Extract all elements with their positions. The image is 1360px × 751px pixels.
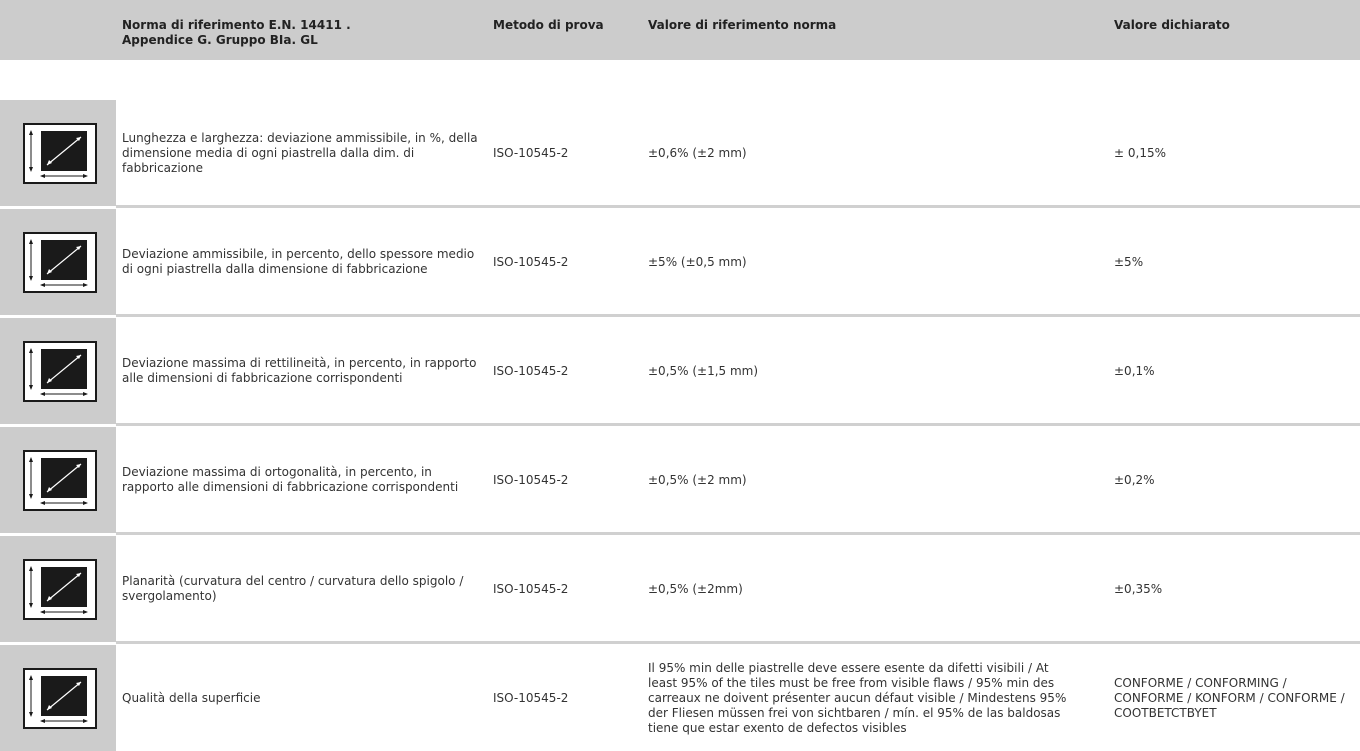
row-declared-value: ±0,2% [1114, 472, 1155, 487]
tile-dimension-icon [23, 232, 97, 293]
row-icon-cell [0, 536, 116, 642]
tile-dimension-icon [23, 450, 97, 511]
tile-dimension-icon [23, 559, 97, 620]
row-reference-value: Il 95% min delle piastrelle deve essere … [648, 660, 1067, 735]
row-declared-value: ±0,35% [1114, 581, 1163, 596]
row-reference-value: ±0,5% (±2 mm) [648, 472, 747, 487]
header-reference: Valore di riferimento norma [648, 18, 837, 32]
row-divider [116, 641, 1360, 644]
row-divider [116, 205, 1360, 208]
row-method: ISO-10545-2 [493, 472, 569, 487]
row-method: ISO-10545-2 [493, 690, 569, 705]
row-declared-value: ±0,1% [1114, 363, 1155, 378]
row-description: Planarità (curvatura del centro / curvat… [122, 574, 464, 603]
row-icon-cell [0, 427, 116, 533]
row-method: ISO-10545-2 [493, 254, 569, 269]
header-norm-line1: Norma di riferimento E.N. 14411 . [122, 18, 351, 32]
row-description: Deviazione massima di rettilineità, in p… [122, 356, 477, 385]
row-icon-cell [0, 318, 116, 424]
tile-dimension-icon [23, 668, 97, 729]
row-reference-value: ±0,5% (±1,5 mm) [648, 363, 759, 378]
row-method: ISO-10545-2 [493, 145, 569, 160]
row-icon-cell [0, 209, 116, 315]
header-norm: Norma di riferimento E.N. 14411 . Append… [122, 18, 482, 48]
row-reference-value: ±5% (±0,5 mm) [648, 254, 747, 269]
row-declared-value: ± 0,15% [1114, 145, 1166, 160]
row-icon-cell [0, 100, 116, 206]
table-header: Norma di riferimento E.N. 14411 . Append… [0, 0, 1360, 60]
row-method: ISO-10545-2 [493, 363, 569, 378]
table-row: Deviazione ammissibile, in percento, del… [0, 209, 1360, 317]
row-reference-value: ±0,5% (±2mm) [648, 581, 743, 596]
row-divider [116, 314, 1360, 317]
tile-dimension-icon [23, 341, 97, 402]
table-row: Planarità (curvatura del centro / curvat… [0, 536, 1360, 644]
table-row: Lunghezza e larghezza: deviazione ammiss… [0, 100, 1360, 208]
row-description: Deviazione ammissibile, in percento, del… [122, 247, 475, 276]
row-method: ISO-10545-2 [493, 581, 569, 596]
header-method: Metodo di prova [493, 18, 604, 32]
row-description: Deviazione massima di ortogonalità, in p… [122, 465, 459, 494]
row-description: Lunghezza e larghezza: deviazione ammiss… [122, 130, 478, 175]
row-divider [116, 423, 1360, 426]
header-norm-line2: Appendice G. Gruppo BIa. GL [122, 33, 318, 47]
tile-dimension-icon [23, 123, 97, 184]
row-icon-cell [0, 645, 116, 751]
table-row: Deviazione massima di rettilineità, in p… [0, 318, 1360, 426]
row-divider [116, 532, 1360, 535]
row-declared-value: ±5% [1114, 254, 1144, 269]
row-declared-value: CONFORME / CONFORMING / CONFORME / KONFO… [1114, 675, 1345, 720]
table-row: Deviazione massima di ortogonalità, in p… [0, 427, 1360, 535]
row-description: Qualità della superficie [122, 690, 261, 705]
table-row: Qualità della superficie ISO-10545-2 Il 95… [0, 645, 1360, 751]
row-reference-value: ±0,6% (±2 mm) [648, 145, 747, 160]
header-declared: Valore dichiarato [1114, 18, 1230, 32]
